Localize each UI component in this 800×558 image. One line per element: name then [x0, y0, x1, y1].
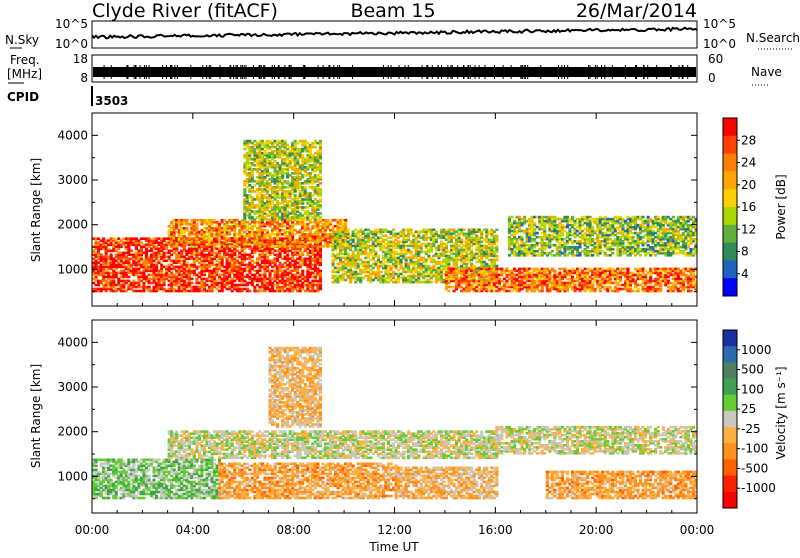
nave-tick-bottom: 0 [708, 71, 716, 85]
data-cell [301, 154, 304, 157]
data-cell [319, 216, 322, 219]
data-cell [495, 229, 498, 232]
data-cell [319, 182, 322, 185]
nave-label: Nave [751, 65, 782, 79]
beam-title: Beam 15 [350, 0, 435, 22]
data-cell [304, 186, 307, 189]
nsearch-tick-top: 10^5 [703, 17, 736, 31]
nave-tick-top: 60 [708, 52, 723, 66]
data-cell [319, 176, 322, 179]
data-cell [284, 140, 287, 143]
nsky-label: N.Sky [5, 33, 39, 47]
nsearch-label: N.Search [746, 31, 800, 45]
data-cell [319, 140, 322, 143]
data-cell [319, 248, 322, 251]
data-cell [495, 255, 498, 258]
data-cell [374, 251, 377, 254]
data-cell [475, 268, 478, 271]
data-cell [319, 198, 322, 201]
nsky-tick-bottom: 10^0 [55, 37, 88, 51]
data-cell [266, 229, 269, 232]
data-cell [175, 243, 178, 246]
data-cell [435, 231, 438, 234]
freq-tick-bottom: 8 [80, 71, 88, 85]
freq-trace [93, 67, 696, 77]
data-cell [344, 219, 347, 222]
cpid-value: 3503 [95, 94, 128, 108]
data-cell [185, 227, 188, 230]
data-cell [190, 278, 193, 281]
data-cell [291, 245, 294, 248]
date-title: 26/Mar/2014 [576, 0, 697, 22]
data-cell [319, 204, 322, 207]
data-cell [127, 276, 130, 279]
freq-label-bottom: [MHz] [7, 67, 42, 81]
data-cell [463, 229, 466, 232]
nsky-trace [92, 28, 697, 39]
data-cell [195, 223, 198, 226]
data-cell [248, 290, 251, 293]
data-cell [319, 188, 322, 191]
nsky-line [92, 28, 697, 39]
data-cell [319, 270, 322, 273]
data-cell [301, 270, 304, 273]
data-cell [379, 271, 382, 274]
station-title: Clyde River (fitACF) [92, 0, 278, 22]
freq-label-top: Freq. [10, 53, 40, 67]
data-cell [470, 249, 473, 252]
data-cell [148, 286, 151, 289]
data-cell [130, 250, 133, 253]
power-heatmap [92, 140, 698, 293]
nsearch-tick-bottom: 10^0 [703, 37, 736, 51]
data-cell [185, 219, 188, 222]
data-cell [377, 255, 380, 258]
data-cell [430, 281, 433, 284]
data-cell [347, 229, 350, 232]
cpid-label: CPID [7, 90, 39, 104]
data-cell [495, 245, 498, 248]
nsky-tick-top: 10^5 [55, 17, 88, 31]
data-cell [314, 146, 317, 149]
data-cell [319, 162, 322, 165]
freq-tick-top: 18 [73, 52, 88, 66]
data-cell [319, 212, 322, 215]
data-cell [392, 229, 395, 232]
data-cell [190, 282, 193, 285]
data-cell [410, 229, 413, 232]
data-cell [110, 254, 113, 257]
data-cell [447, 290, 450, 293]
data-cell [495, 235, 498, 238]
data-cell [251, 256, 254, 259]
data-cell [495, 265, 498, 268]
data-cell [410, 251, 413, 254]
